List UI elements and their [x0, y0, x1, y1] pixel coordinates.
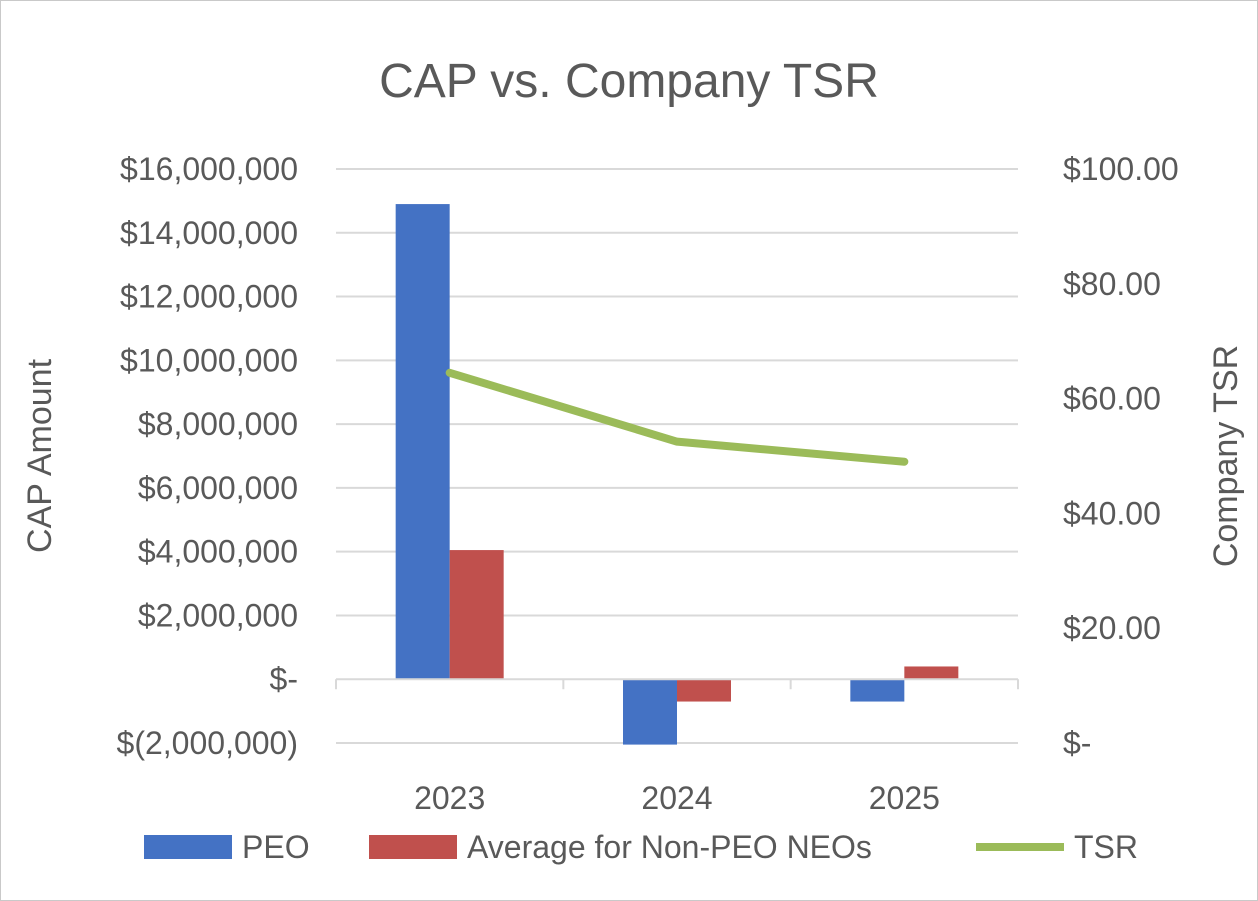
- y2-tick-label: $80.00: [1063, 266, 1161, 302]
- y-tick-label: $10,000,000: [120, 342, 298, 378]
- x-tick-label: 2023: [414, 780, 485, 816]
- legend: PEO Average for Non-PEO NEOs TSR: [144, 829, 1138, 865]
- bar-average-for-non-peo-neos-2025: [904, 666, 959, 680]
- bar-average-for-non-peo-neos-2023: [449, 550, 504, 680]
- legend-label: TSR: [1074, 829, 1138, 865]
- y-axis-ticks: $(2,000,000) $- $2,000,000 $4,000,000 $6,000…: [117, 151, 298, 761]
- category-axis: [335, 678, 1019, 690]
- tsr-line-layer: [445, 368, 909, 466]
- chart-title: CAP vs. Company TSR: [379, 55, 879, 108]
- y2-axis-title: Company TSR: [1207, 345, 1245, 567]
- y-tick-label: $16,000,000: [120, 151, 298, 187]
- y-tick-label: $8,000,000: [138, 406, 298, 442]
- bar-peo-2025: [850, 679, 905, 702]
- x-tick-label: 2024: [641, 780, 712, 816]
- y-axis-title: CAP Amount: [21, 358, 59, 553]
- y-tick-label: $4,000,000: [138, 534, 298, 570]
- y-tick-label: $-: [270, 661, 298, 697]
- x-axis-ticks: 2023 2024 2025: [414, 780, 940, 816]
- legend-swatch: [369, 835, 457, 859]
- y-tick-label: $14,000,000: [120, 215, 298, 251]
- y2-tick-label: $-: [1063, 725, 1091, 761]
- tsr-line: [445, 368, 909, 466]
- y-tick-label: $(2,000,000): [117, 725, 298, 761]
- bar-average-for-non-peo-neos-2024: [677, 679, 731, 702]
- legend-label: Average for Non-PEO NEOs: [467, 829, 872, 865]
- y2-tick-label: $100.00: [1063, 151, 1179, 187]
- legend-swatch: [144, 835, 232, 859]
- y-tick-label: $12,000,000: [120, 279, 298, 315]
- y2-axis-ticks: $- $20.00 $40.00 $60.00 $80.00 $100.00: [1063, 151, 1179, 761]
- y-tick-label: $2,000,000: [138, 597, 298, 633]
- bar-peo-2024: [623, 679, 677, 745]
- x-tick-label: 2025: [869, 780, 940, 816]
- y2-tick-label: $20.00: [1063, 610, 1161, 646]
- y-tick-label: $6,000,000: [138, 470, 298, 506]
- bar-peo-2023: [395, 204, 450, 680]
- y2-tick-label: $60.00: [1063, 381, 1161, 417]
- bars: [395, 204, 959, 745]
- legend-label: PEO: [242, 829, 310, 865]
- y2-tick-label: $40.00: [1063, 495, 1161, 531]
